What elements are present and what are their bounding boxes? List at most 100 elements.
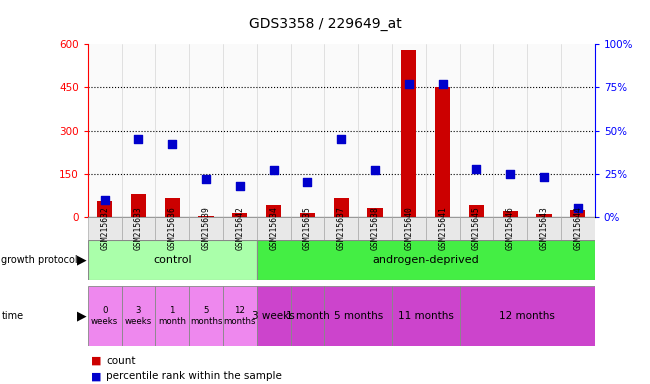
Text: GSM215642: GSM215642 — [235, 207, 244, 250]
Text: ▶: ▶ — [77, 310, 86, 322]
Text: 3 weeks: 3 weeks — [252, 311, 295, 321]
Text: GDS3358 / 229649_at: GDS3358 / 229649_at — [248, 17, 402, 31]
Bar — [155, 44, 189, 217]
Bar — [291, 44, 324, 217]
Bar — [232, 213, 248, 217]
FancyBboxPatch shape — [460, 217, 493, 240]
Point — [471, 166, 482, 172]
Bar — [527, 44, 561, 217]
Text: ■: ■ — [91, 371, 101, 381]
Point — [370, 167, 380, 174]
Bar — [324, 44, 358, 217]
Text: GSM215634: GSM215634 — [269, 207, 278, 250]
FancyBboxPatch shape — [223, 286, 257, 346]
Text: GSM215636: GSM215636 — [168, 207, 177, 250]
Text: count: count — [106, 356, 135, 366]
Bar — [131, 194, 146, 217]
Text: androgen-deprived: androgen-deprived — [372, 255, 479, 265]
Bar — [189, 44, 223, 217]
Point — [99, 197, 110, 203]
Text: 1
month: 1 month — [158, 306, 187, 326]
Bar — [367, 209, 383, 217]
Bar — [401, 50, 417, 217]
Text: percentile rank within the sample: percentile rank within the sample — [106, 371, 282, 381]
Bar — [435, 88, 450, 217]
FancyBboxPatch shape — [257, 240, 595, 280]
Text: growth protocol: growth protocol — [1, 255, 78, 265]
FancyBboxPatch shape — [189, 286, 223, 346]
FancyBboxPatch shape — [493, 217, 527, 240]
Text: GSM215637: GSM215637 — [337, 207, 346, 250]
Text: 0
weeks: 0 weeks — [91, 306, 118, 326]
FancyBboxPatch shape — [291, 217, 324, 240]
FancyBboxPatch shape — [122, 286, 155, 346]
FancyBboxPatch shape — [88, 286, 122, 346]
Text: 3
weeks: 3 weeks — [125, 306, 152, 326]
FancyBboxPatch shape — [88, 217, 122, 240]
FancyBboxPatch shape — [460, 286, 595, 346]
Text: 11 months: 11 months — [398, 311, 454, 321]
FancyBboxPatch shape — [392, 286, 460, 346]
Point — [539, 174, 549, 180]
Bar — [460, 44, 493, 217]
Bar — [164, 198, 180, 217]
Bar — [266, 205, 281, 217]
FancyBboxPatch shape — [392, 217, 426, 240]
Text: GSM215643: GSM215643 — [540, 207, 549, 250]
FancyBboxPatch shape — [155, 217, 189, 240]
FancyBboxPatch shape — [324, 217, 358, 240]
Bar — [333, 198, 349, 217]
Text: control: control — [153, 255, 192, 265]
Text: 5 months: 5 months — [333, 311, 383, 321]
Text: GSM215646: GSM215646 — [506, 207, 515, 250]
FancyBboxPatch shape — [527, 217, 561, 240]
FancyBboxPatch shape — [257, 286, 291, 346]
Bar — [561, 44, 595, 217]
FancyBboxPatch shape — [189, 217, 223, 240]
FancyBboxPatch shape — [88, 240, 257, 280]
Bar — [493, 44, 527, 217]
Bar — [536, 214, 552, 217]
FancyBboxPatch shape — [257, 217, 291, 240]
Text: GSM215641: GSM215641 — [438, 207, 447, 250]
Text: GSM215638: GSM215638 — [370, 207, 380, 250]
Bar — [97, 201, 112, 217]
Point — [302, 179, 313, 185]
Point — [404, 81, 414, 87]
Text: GSM215640: GSM215640 — [404, 207, 413, 250]
Bar — [257, 44, 291, 217]
Text: 1 month: 1 month — [285, 311, 330, 321]
Point — [336, 136, 346, 142]
Bar — [198, 215, 214, 217]
Text: ▶: ▶ — [77, 254, 86, 266]
FancyBboxPatch shape — [358, 217, 392, 240]
Bar — [469, 205, 484, 217]
Text: GSM215644: GSM215644 — [573, 207, 582, 250]
FancyBboxPatch shape — [291, 286, 324, 346]
Text: GSM215635: GSM215635 — [303, 207, 312, 250]
Bar — [392, 44, 426, 217]
FancyBboxPatch shape — [223, 217, 257, 240]
Point — [133, 136, 144, 142]
Bar — [223, 44, 257, 217]
Point — [437, 81, 448, 87]
Text: GSM215633: GSM215633 — [134, 207, 143, 250]
Point — [505, 171, 515, 177]
Bar — [88, 44, 122, 217]
FancyBboxPatch shape — [324, 286, 392, 346]
Point — [167, 141, 177, 147]
Text: GSM215632: GSM215632 — [100, 207, 109, 250]
Text: GSM215645: GSM215645 — [472, 207, 481, 250]
Text: GSM215639: GSM215639 — [202, 207, 211, 250]
FancyBboxPatch shape — [426, 217, 460, 240]
Text: 12
months: 12 months — [224, 306, 256, 326]
Bar — [570, 210, 586, 217]
FancyBboxPatch shape — [155, 286, 189, 346]
Point — [573, 205, 583, 212]
Text: time: time — [1, 311, 23, 321]
Bar — [502, 211, 518, 217]
Text: 5
months: 5 months — [190, 306, 222, 326]
FancyBboxPatch shape — [122, 217, 155, 240]
Point — [201, 176, 211, 182]
Bar — [300, 213, 315, 217]
